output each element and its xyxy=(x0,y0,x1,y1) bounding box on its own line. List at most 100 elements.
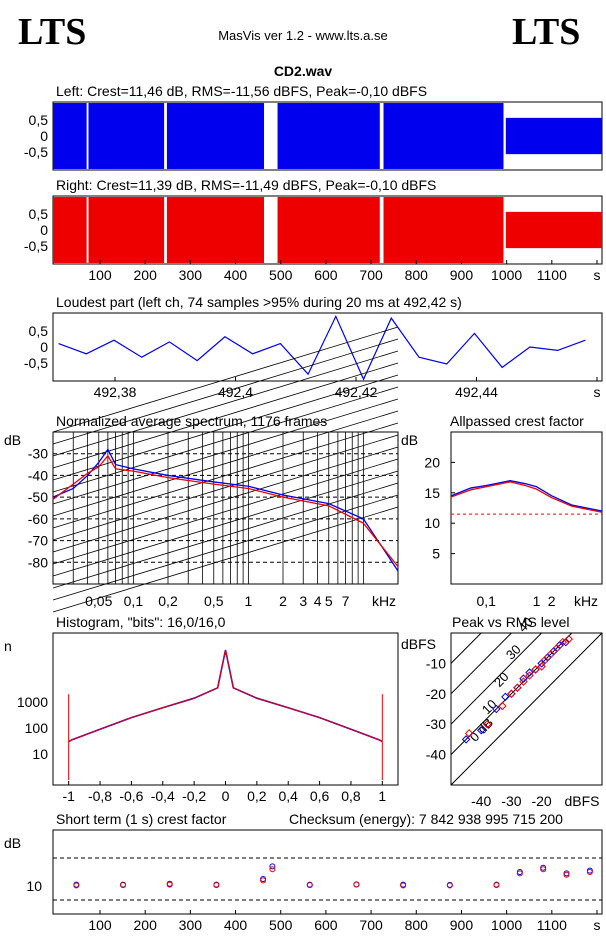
checksum-text: Checksum (energy): 7 842 938 995 715 200 xyxy=(289,811,563,827)
spectrum-frame xyxy=(52,431,399,585)
peakrms-diag-label: 10 xyxy=(479,696,500,717)
x-tick-label: 0,8 xyxy=(341,788,361,804)
wave-segment xyxy=(53,197,87,263)
short-term-crest-panel: Short term (1 s) crest factor Checksum (… xyxy=(4,811,603,933)
wave-segment xyxy=(88,103,165,169)
short-term-frame xyxy=(52,829,603,915)
x-tick-label: 200 xyxy=(134,917,158,933)
shortterm-point xyxy=(306,882,313,889)
spectrum-series-line xyxy=(52,454,399,568)
spectrum-ytick: -50 xyxy=(28,489,48,505)
spectrum-xtick: 5 xyxy=(325,593,333,609)
allpass-xtick: 0,1 xyxy=(476,593,496,609)
peakrms-point xyxy=(549,646,558,656)
x-tick-label: 900 xyxy=(450,917,474,933)
x-tick-label: 600 xyxy=(314,267,338,283)
right-ytick-0-5: 0,5 xyxy=(29,206,49,222)
x-tick-label: -0,8 xyxy=(88,788,112,804)
peakrms-diag-line xyxy=(450,632,512,695)
histogram-ytick: 100 xyxy=(25,720,49,736)
spectrum-slope-line xyxy=(52,398,399,505)
peakrms-diag-line xyxy=(450,632,482,664)
allpass-crest-ylabel: dB xyxy=(401,432,418,448)
shortterm-point xyxy=(353,881,360,888)
wave-segment xyxy=(277,103,380,169)
peakrms-diag-line xyxy=(450,632,603,786)
allpass-crest-panel: Allpassed crest factor dB 20 15 10 5 0,1 1 2 kH… xyxy=(401,413,603,609)
peakrms-point xyxy=(531,665,540,674)
spectrum-slope-line xyxy=(52,422,399,529)
shortterm-point xyxy=(269,866,276,873)
allpass-xtick: 1 xyxy=(533,593,541,609)
shortterm-ytick: 10 xyxy=(26,878,42,894)
spectrum-slope-line xyxy=(52,458,399,565)
peak-rms-frame xyxy=(450,632,603,786)
x-tick-label: 800 xyxy=(405,267,429,283)
wave-segment xyxy=(383,103,504,169)
peak-rms-title: Peak vs RMS level xyxy=(452,614,569,630)
x-tick-label: 200 xyxy=(134,267,158,283)
x-tick-label: 300 xyxy=(179,917,203,933)
shortterm-point xyxy=(400,882,407,889)
x-tick-label: 492,42 xyxy=(335,384,378,400)
x-tick-label: 1 xyxy=(378,788,386,804)
loudest-ytick-0-5: 0,5 xyxy=(29,323,49,339)
allpass-series-line xyxy=(450,481,603,513)
peakrms-point xyxy=(501,692,510,702)
loudest-ytick-0: 0 xyxy=(40,339,48,355)
peakrms-point xyxy=(543,653,552,662)
x-tick-label: 900 xyxy=(450,267,474,283)
peakrms-point xyxy=(476,726,486,735)
allpass-xtick: 2 xyxy=(548,593,556,609)
loudest-part-frame xyxy=(52,312,603,382)
x-tick-label: 1000 xyxy=(491,917,522,933)
peakrms-point xyxy=(492,704,501,714)
spectrum-xtick: 0,1 xyxy=(124,593,144,609)
short-term-ylabel: dB xyxy=(4,835,21,851)
peakrms-xtick: -20 xyxy=(531,793,551,809)
x-tick-label: 600 xyxy=(314,917,338,933)
peakrms-diag-label: 0 dB xyxy=(467,715,497,745)
x-tick-label: 400 xyxy=(224,267,248,283)
allpass-ytick: 5 xyxy=(432,546,440,562)
peakrms-ytick: -40 xyxy=(426,747,446,763)
histogram-right-line xyxy=(68,649,383,743)
spectrum-slope-line xyxy=(52,350,399,457)
x-tick-label: 0,2 xyxy=(247,788,267,804)
x-tick-label: 0 xyxy=(222,788,230,804)
spectrum-slope-line xyxy=(52,446,399,553)
peakrms-point xyxy=(552,643,561,653)
peakrms-point xyxy=(540,656,549,665)
shortterm-point xyxy=(213,882,220,889)
shortterm-point xyxy=(73,882,80,889)
x-tick-label: 800 xyxy=(405,917,429,933)
histogram-title: Histogram, "bits": 16,0/16,0 xyxy=(56,614,226,630)
spectrum-xtick: 4 xyxy=(314,593,322,609)
right-ytick-neg-0-5: -0,5 xyxy=(24,238,48,254)
peakrms-ytick: -20 xyxy=(426,686,446,702)
spectrum-xtick: 0,05 xyxy=(85,593,112,609)
x-tick-label: -0,2 xyxy=(182,788,206,804)
left-ytick-0-5: 0,5 xyxy=(29,112,49,128)
x-tick-label: 1000 xyxy=(491,267,522,283)
logo-right: LTS xyxy=(512,11,580,53)
wave-segment xyxy=(166,103,265,169)
spectrum-slope-line xyxy=(52,362,399,469)
loudest-part-title: Loudest part (left ch, 74 samples >95% d… xyxy=(56,294,462,310)
wave-segment xyxy=(505,117,602,155)
right-ytick-0: 0 xyxy=(40,222,48,238)
right-waveform-title: Right: Crest=11,39 dB, RMS=-11,49 dBFS, … xyxy=(56,177,436,193)
peakrms-point xyxy=(482,719,492,729)
left-waveform-panel: Left: Crest=11,46 dB, RMS=-11,56 dBFS, P… xyxy=(24,83,603,171)
short-term-crest-title: Short term (1 s) crest factor xyxy=(56,811,227,827)
x-tick-label: 1100 xyxy=(537,917,567,933)
peakrms-xtick: -40 xyxy=(471,793,491,809)
peakrms-diag-label: 30 xyxy=(503,642,524,663)
spectrum-slope-line xyxy=(52,494,399,601)
spectrum-ytick: -40 xyxy=(28,467,48,483)
spectrum-slope-line xyxy=(52,338,399,445)
x-tick-label: -0,4 xyxy=(151,788,175,804)
x-tick-label: -0,6 xyxy=(119,788,143,804)
peakrms-point xyxy=(537,662,546,671)
